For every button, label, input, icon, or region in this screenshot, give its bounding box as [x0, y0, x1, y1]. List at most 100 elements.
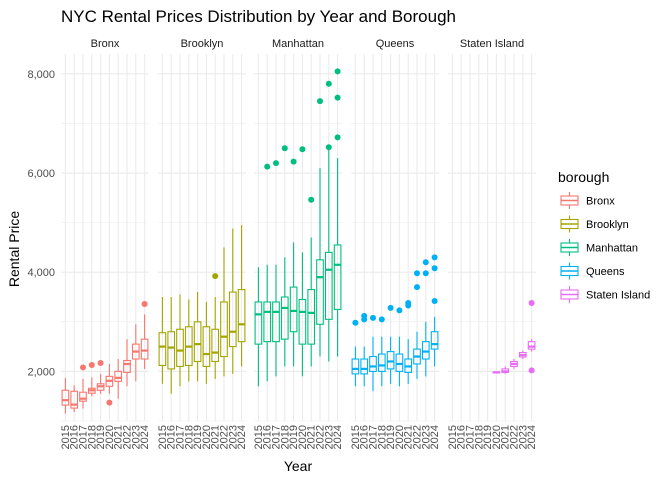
x-tick-label: 2020 [297, 425, 309, 449]
x-tick-label: 2024 [236, 425, 248, 449]
legend-item-manhattan: Manhattan [560, 239, 638, 256]
box-iqr [395, 353, 404, 372]
box-iqr [228, 291, 237, 348]
outlier-point [528, 367, 535, 374]
facet-label: Bronx [91, 38, 120, 50]
box-iqr [289, 286, 298, 333]
outlier-point [422, 259, 429, 266]
box-2016 [360, 312, 369, 387]
x-tick-label: 2023 [420, 425, 432, 449]
box-2022 [123, 339, 131, 387]
box-iqr [167, 331, 176, 370]
x-tick-label: 2015 [447, 425, 459, 449]
box-2021 [114, 359, 123, 399]
x-tick-label: 2019 [288, 425, 300, 449]
box-iqr [140, 338, 149, 360]
box-2023 [131, 324, 140, 382]
x-tick-label: 2022 [219, 425, 231, 449]
legend-label: Manhattan [586, 243, 638, 255]
outlier-point [80, 364, 86, 371]
box-iqr [176, 328, 184, 367]
box-2019 [193, 292, 202, 382]
box-2017 [176, 294, 184, 387]
box-2021 [307, 196, 316, 367]
outlier-point [378, 316, 385, 323]
outlier-point [422, 270, 429, 277]
box-iqr [360, 358, 369, 375]
box-iqr [202, 326, 211, 367]
outlier-point [281, 145, 288, 152]
box-iqr [79, 391, 87, 402]
legend-item-queens: Queens [560, 262, 625, 280]
panel-manhattan: Manhattan2015201620172018201920202021202… [253, 38, 344, 449]
box-iqr [351, 358, 360, 375]
box-iqr [237, 289, 246, 343]
x-tick-label: 2021 [403, 425, 415, 449]
x-tick-label: 2021 [113, 425, 125, 449]
box-iqr [263, 301, 272, 343]
outlier-point [431, 297, 438, 304]
facet-panels: Bronx20152016201720182019202020212022202… [60, 38, 538, 449]
legend-label: Queens [586, 266, 625, 278]
box-2019 [96, 359, 105, 394]
outlier-point [396, 307, 403, 314]
box-2020 [298, 146, 307, 377]
x-tick-label: 2024 [526, 425, 538, 449]
outlier-point [317, 98, 323, 105]
x-tick-label: 2024 [139, 425, 151, 449]
x-tick-label: 2020 [104, 425, 116, 449]
facet-label: Brooklyn [181, 38, 224, 50]
box-iqr [369, 355, 377, 372]
box-2024 [237, 225, 246, 367]
facet-label: Staten Island [460, 38, 524, 50]
outlier-point [431, 265, 438, 272]
y-axis-ticks: 2,000 4,000 6,000 8,000 [27, 69, 55, 379]
outlier-point [264, 163, 271, 170]
box-2022 [413, 270, 421, 379]
outlier-point [352, 319, 359, 326]
box-iqr [307, 289, 316, 345]
x-tick-label: 2024 [429, 425, 441, 449]
legend-label: Bronx [586, 196, 615, 208]
x-tick-label: 2016 [262, 425, 274, 449]
outlier-point [106, 399, 113, 406]
x-tick-label: 2017 [465, 425, 477, 449]
legend-item-bronx: Bronx [560, 192, 615, 209]
box-2023 [421, 259, 430, 377]
x-tick-label: 2019 [95, 425, 107, 449]
y-tick-label: 6,000 [27, 168, 55, 180]
outlier-point [325, 80, 332, 87]
outlier-point [414, 284, 420, 291]
outlier-point [361, 312, 368, 319]
outlier-point [141, 300, 148, 307]
box-iqr [527, 341, 536, 350]
box-2019 [289, 158, 298, 367]
box-2023 [228, 228, 237, 374]
legend-label: Brooklyn [586, 219, 629, 231]
box-2021 [404, 299, 413, 384]
x-tick-label: 2019 [192, 425, 204, 449]
outlier-point [290, 158, 297, 165]
box-iqr [211, 328, 220, 363]
box-2020 [105, 363, 114, 406]
box-2022 [220, 247, 228, 377]
box-iqr [70, 390, 79, 409]
x-tick-label: 2023 [517, 425, 529, 449]
x-tick-label: 2022 [509, 425, 521, 449]
x-tick-label: 2017 [78, 425, 90, 449]
x-tick-label: 2024 [332, 425, 344, 449]
box-2018 [377, 316, 386, 387]
box-2024 [333, 68, 342, 357]
x-tick-label: 2018 [86, 425, 98, 449]
facet-label: Manhattan [272, 38, 324, 50]
outlier-point [212, 273, 219, 280]
x-tick-label: 2018 [183, 425, 195, 449]
legend-item-brooklyn: Brooklyn [560, 215, 629, 233]
box-iqr [61, 389, 70, 406]
outlier-point [88, 361, 95, 368]
box-2016 [167, 297, 176, 394]
x-axis-title: Year [284, 458, 313, 474]
box-2023 [518, 350, 527, 360]
x-tick-label: 2023 [227, 425, 239, 449]
x-tick-label: 2021 [210, 425, 222, 449]
